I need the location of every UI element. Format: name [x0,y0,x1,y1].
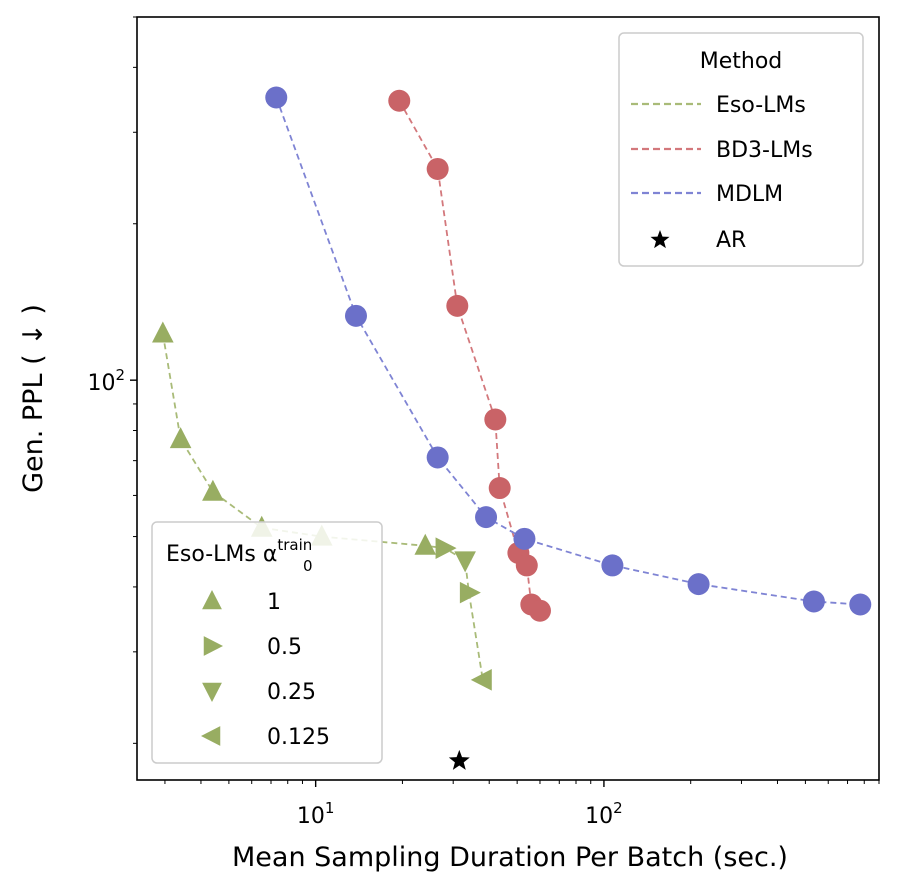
x-tick-label-10-2: 102 [585,799,623,829]
point-eso-lms-triangle-up [169,427,192,449]
point-bd3-lms [426,157,449,180]
legend-item-eso-lms: Eso-LMs [631,93,806,118]
legend-alpha: Eso-LMs αtrain 0 1 0.5 0.25 0.125 [151,521,383,764]
point-mdlm [601,554,624,577]
series-bd3-lms [388,89,551,622]
legend-alpha-label-0-5: 0.5 [267,635,302,660]
x-axis-label: Mean Sampling Duration Per Batch (sec.) [232,842,788,873]
point-eso-lms-triangle-up [202,479,224,501]
legend-alpha-title-text: Eso-LMs α [166,542,277,567]
point-mdlm [344,304,367,327]
point-eso-lms-triangle-up [152,321,174,343]
point-eso-lms-triangle-up [414,533,437,555]
legend-method-box [618,32,864,267]
legend-label-ar: AR [716,228,746,253]
legend-alpha-label-0-25: 0.25 [267,680,316,705]
legend-label-mdlm: MDLM [716,182,783,207]
plot-frame [136,16,880,781]
point-mdlm [265,86,288,109]
point-bd3-lms [528,599,551,622]
point-mdlm [849,593,872,616]
point-eso-lms-triangle-left [470,669,492,691]
x-tick-exponent: 1 [325,799,335,817]
legend-label-eso-lms: Eso-LMs [716,93,806,118]
point-mdlm [426,446,449,469]
point-eso-lms-triangle-down [454,551,476,573]
legend-alpha-title-superscript: train [277,536,312,554]
point-bd3-lms [488,477,511,500]
series-line-mdlm [275,97,861,606]
point-eso-lms-triangle-right [435,537,457,559]
point-eso-lms-triangle-right [459,581,481,604]
legend-alpha-box [151,521,383,764]
legend-alpha-title-subscript: 0 [303,557,313,575]
x-tick-base: 10 [585,804,613,829]
x-tick-exponent: 2 [613,799,623,817]
legend-item-mdlm: MDLM [631,182,783,207]
legend-alpha-label-1: 1 [267,590,281,615]
legend-triangle-left-icon [201,726,221,746]
point-bd3-lms [484,408,507,431]
legend-label-bd3-lms: BD3-LMs [716,138,813,163]
y-tick-base: 10 [87,371,115,396]
y-tick-exponent: 2 [115,366,125,384]
point-ar-star [448,749,470,770]
series-mdlm [265,86,872,616]
legend-alpha-title: Eso-LMs αtrain 0 [166,536,313,575]
legend-triangle-up-icon [202,590,222,610]
point-mdlm [513,527,536,550]
legend-triangle-right-icon [203,636,223,656]
legend-alpha-label-0-125: 0.125 [267,725,330,750]
x-tick-base: 10 [297,804,325,829]
x-tick-label-10-1: 101 [297,799,335,829]
legend-star-ar-icon [650,230,670,249]
legend-item-bd3-lms: BD3-LMs [631,138,813,163]
series-ar [448,749,470,770]
legend-method: Method Eso-LMs BD3-LMs MDLM AR [618,32,864,267]
legend-item-ar: AR [650,228,746,253]
point-bd3-lms [515,554,538,577]
ticks-layer [130,16,880,787]
point-mdlm [475,506,498,529]
legend-triangle-down-icon [202,682,222,702]
point-mdlm [802,590,825,613]
y-axis-label: Gen. PPL ( ↓ ) [18,304,49,493]
point-mdlm [687,573,710,596]
point-bd3-lms [388,89,411,112]
y-tick-label-10-2: 102 [87,366,125,396]
legend-method-title: Method [700,49,783,74]
point-bd3-lms [446,294,469,317]
